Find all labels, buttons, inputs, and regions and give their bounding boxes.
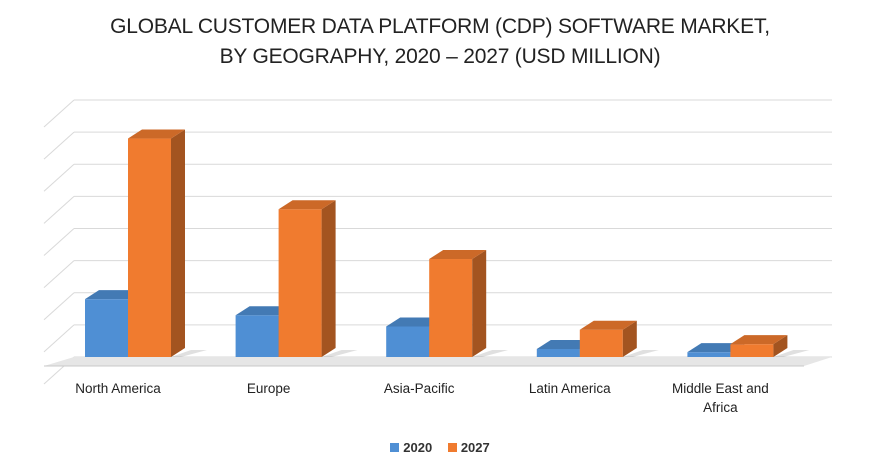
legend-item-2020: 2020 [390, 440, 432, 455]
legend-swatch-2027 [447, 443, 457, 452]
x-tick-label: Middle East and Africa [672, 381, 769, 415]
x-tick-label: North America [75, 381, 161, 396]
legend-swatch-2020 [390, 443, 400, 452]
bar-top [85, 290, 142, 300]
gridlines [43, 99, 832, 385]
x-tick-label: Europe [247, 381, 291, 396]
x-tick-label: Asia-Pacific [384, 381, 455, 396]
bar-top [128, 129, 185, 139]
bars [85, 129, 810, 357]
bar-top [429, 250, 487, 260]
bar-2027 [429, 250, 509, 357]
bar-top [579, 320, 637, 330]
x-tick-label-line: Africa [703, 400, 738, 415]
bar-shadow [773, 350, 810, 357]
gridline-side [43, 196, 75, 224]
bar-2027 [278, 200, 358, 357]
chart-title-line-2: BY GEOGRAPHY, 2020 – 2027 (USD MILLION) [219, 45, 661, 68]
bar-shadow [171, 350, 207, 357]
bar-top [730, 335, 788, 345]
bar-front [730, 344, 774, 357]
bar-top [687, 343, 745, 353]
chart-floor [44, 357, 832, 367]
legend-label-2027: 2027 [460, 440, 490, 455]
x-tick-label-line: Europe [247, 381, 291, 396]
legend: 2020 2027 [0, 440, 880, 455]
bar-top [235, 306, 293, 316]
bar-side [321, 200, 336, 357]
bar-front [579, 329, 623, 357]
gridline-side [43, 131, 75, 160]
legend-label-2020: 2020 [403, 440, 433, 455]
gridline-side [43, 99, 75, 128]
x-tick-label: Latin America [529, 381, 611, 396]
bar-side [773, 335, 788, 357]
x-tick-label-line: North America [75, 381, 161, 396]
floor-plane [44, 357, 832, 366]
bar-front [85, 299, 128, 357]
x-tick-label-line: Middle East and [672, 381, 769, 396]
bar-shadow [622, 350, 659, 357]
bar-top [536, 339, 594, 349]
gridline-side [43, 292, 75, 321]
bar-side [472, 250, 487, 357]
bar-front [128, 138, 171, 357]
chart-title-line-1: GLOBAL CUSTOMER DATA PLATFORM (CDP) SOFT… [110, 15, 770, 38]
bar-front [386, 326, 430, 357]
gridline-side [43, 260, 75, 288]
bar-shadow [321, 350, 358, 357]
gridline-side [43, 324, 75, 353]
bar-front [536, 348, 580, 357]
bar-top [278, 200, 336, 210]
bar-side [171, 129, 185, 357]
bar-top [386, 317, 444, 327]
x-axis-labels: North America Europe Asia-Pacific Latin Ame… [75, 381, 769, 415]
bar-front [687, 352, 731, 357]
legend-item-2027: 2027 [447, 440, 490, 455]
gridline-side [43, 228, 75, 256]
bar-2027 [128, 129, 207, 357]
bar-front [278, 209, 322, 357]
chart-title: GLOBAL CUSTOMER DATA PLATFORM (CDP) SOFT… [0, 12, 880, 72]
bar-2027 [730, 335, 810, 357]
bar-shadow [472, 350, 509, 357]
bar-side [622, 320, 637, 357]
x-tick-label-line: Asia-Pacific [384, 381, 455, 396]
bar-2027 [579, 320, 659, 357]
bar-front [429, 259, 473, 357]
gridline-side [43, 163, 75, 192]
x-tick-label-line: Latin America [529, 381, 611, 396]
bar-front [235, 315, 279, 357]
